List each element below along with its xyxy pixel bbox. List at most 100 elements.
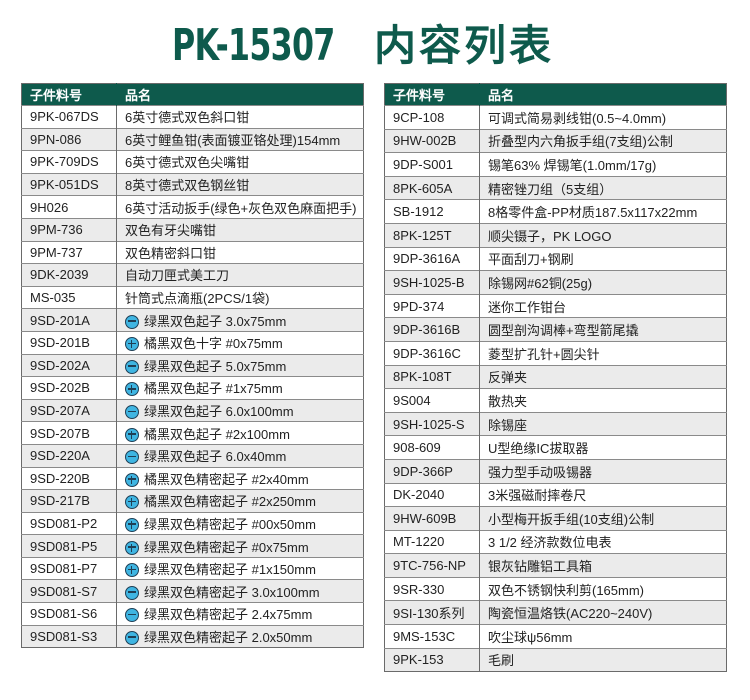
item-name-cell: 自动刀匣式美工刀 [116, 263, 364, 287]
item-name-cell: 双色不锈钢快利剪(165mm) [479, 576, 727, 601]
phillips-plus-icon [125, 563, 139, 578]
part-number-cell: 9DK-2039 [21, 263, 117, 287]
item-name: 8英寸德式双色钢丝钳 [125, 178, 250, 194]
table-row: 9SD081-S7 绿黑双色精密起子 3.0x100mm [21, 579, 364, 603]
part-number-cell: MS-035 [21, 285, 117, 309]
part-number-cell: 9PK-067DS [21, 105, 117, 129]
item-name: 银灰钻雕铝工具箱 [488, 559, 593, 575]
table-row: 9PD-374 迷你工作钳台 [384, 293, 727, 318]
part-number-cell: 9HW-609B [384, 506, 480, 531]
item-name: 双色不锈钢快利剪(165mm) [488, 582, 645, 598]
part-number-cell: 9SI-130系列 [384, 600, 480, 625]
item-name: 菱型扩孔针+圆尖针 [488, 346, 600, 362]
item-name-cell: 锡笔63% 焊锡笔(1.0mm/17g) [479, 152, 727, 177]
table-row: MT-1220 3 1/2 经济款数位电表 [384, 529, 727, 554]
item-name-cell: 绿黑双色精密起子 3.0x100mm [116, 579, 364, 603]
item-name-cell: 绿黑双色精密起子 2.4x75mm [116, 602, 364, 626]
item-name-cell: 双色有牙尖嘴钳 [116, 217, 364, 242]
item-name-cell: 平面刮刀+钢刷 [479, 246, 727, 271]
item-name-cell: 银灰钻雕铝工具箱 [479, 553, 727, 578]
item-name-cell: 反弹夹 [479, 364, 727, 389]
item-name: 强力型手动吸锡器 [488, 464, 593, 480]
table-row: 9SH-1025-B 除锡网#62铜(25g) [384, 270, 727, 295]
table-row: 9DK-2039 自动刀匣式美工刀 [21, 263, 364, 287]
table-row: 9DP-S001 锡笔63% 焊锡笔(1.0mm/17g) [384, 152, 727, 177]
item-name-cell: 小型梅开扳手组(10支组)公制 [479, 506, 727, 531]
item-name-cell: 绿黑双色精密起子 #1x150mm [116, 556, 364, 580]
part-number-cell: 9SD081-S3 [21, 624, 117, 648]
table-row: 9SD-207A 绿黑双色起子 6.0x100mm [21, 398, 364, 422]
item-name: 除锡座 [488, 417, 528, 433]
table-row: 9PM-736 双色有牙尖嘴钳 [21, 217, 364, 242]
table-row: 8PK-125T 顺尖镊子，PK LOGO [384, 222, 727, 248]
item-name-cell: 6英寸鲤鱼钳(表面镀亚铬处理)154mm [116, 127, 364, 151]
item-name-cell: 橘黑双色精密起子 #2x250mm [116, 489, 364, 513]
table-row: 9H026 6英寸活动扳手(绿色+灰色双色麻面把手) [21, 195, 364, 219]
table-row: 9SD-202A 绿黑双色起子 5.0x75mm [21, 353, 364, 377]
table-row: 9SD081-S3 绿黑双色精密起子 2.0x50mm [21, 624, 364, 648]
item-name: 折叠型内六角扳手组(7支组)公制 [488, 134, 673, 150]
table-row: 9SD081-P5 绿黑双色精密起子 #0x75mm [21, 534, 364, 558]
part-number-cell: 9SD-202A [21, 353, 117, 377]
item-name-cell: 8英寸德式双色钢丝钳 [116, 172, 364, 196]
part-number-cell: 9H026 [21, 195, 117, 219]
item-name: 6英寸鲤鱼钳(表面镀亚铬处理)154mm [125, 132, 341, 148]
part-number-cell: 9SD-207B [21, 421, 117, 445]
table-row: 9SR-330 双色不锈钢快利剪(165mm) [384, 576, 727, 601]
phillips-plus-icon [125, 427, 139, 442]
table-row: 9S004 散热夹 [384, 388, 727, 413]
part-number-cell: DK-2040 [384, 482, 480, 507]
item-name-cell: 6英寸德式双色斜口钳 [116, 105, 364, 129]
table-row: 9PK-709DS 6英寸德式双色尖嘴钳 [21, 150, 364, 174]
item-name: 绿黑双色精密起子 #1x150mm [144, 562, 316, 578]
item-name: 双色精密斜口钳 [125, 245, 217, 261]
item-name: 锡笔63% 焊锡笔(1.0mm/17g) [488, 157, 657, 173]
item-name-cell: 散热夹 [479, 388, 727, 413]
item-name: 6英寸德式双色斜口钳 [125, 110, 250, 126]
table-row: 9SD081-P2 绿黑双色精密起子 #00x50mm [21, 511, 364, 535]
part-number-cell: 9SD-202B [21, 376, 117, 400]
phillips-plus-icon [125, 517, 139, 532]
table-row: 9HW-002B 折叠型内六角扳手组(7支组)公制 [384, 128, 727, 153]
item-name: 橘黑双色精密起子 #2x250mm [144, 494, 316, 510]
title-model-code: PK-15307 [172, 20, 335, 71]
part-number-cell: 9PD-374 [384, 293, 480, 318]
item-name-cell: 双色精密斜口钳 [116, 240, 364, 264]
item-name: 毛刷 [488, 653, 515, 669]
item-name-cell: 吹尘球ψ56mm [479, 624, 727, 649]
item-name-cell: 除锡座 [479, 411, 727, 436]
item-name-cell: 迷你工作钳台 [479, 293, 727, 318]
item-name: 绿黑双色精密起子 2.0x50mm [144, 629, 313, 645]
part-number-cell: 9DP-3616B [384, 317, 480, 342]
table-row: 9SD-207B 橘黑双色起子 #2x100mm [21, 421, 364, 445]
part-number-cell: 8PK-108T [384, 364, 480, 389]
item-name: 圆型剖沟调棒+弯型箭尾撬 [488, 323, 639, 339]
title-text: 内容列表 [374, 21, 555, 70]
slotted-minus-icon [125, 630, 139, 645]
contents-table-left: 子件料号 品名 9PK-067DS 6英寸德式双色斜口钳 9PN-086 6英寸鲤鱼钳… [21, 83, 364, 649]
item-name: 迷你工作钳台 [488, 299, 567, 315]
part-number-cell: 9SD-220B [21, 466, 117, 490]
part-number-cell: 9DP-S001 [384, 152, 480, 177]
item-name: 散热夹 [488, 393, 528, 409]
part-number-cell: 9PN-086 [21, 127, 117, 151]
item-name-cell: 绿黑双色精密起子 #0x75mm [116, 534, 364, 558]
item-name: 可调式简易剥线钳(0.5~4.0mm) [488, 110, 667, 126]
item-name-cell: 绿黑双色精密起子 2.0x50mm [116, 624, 364, 648]
item-name: 小型梅开扳手组(10支组)公制 [488, 511, 655, 527]
item-name-cell: 6英寸活动扳手(绿色+灰色双色麻面把手) [116, 195, 364, 219]
table-row: 9PK-051DS 8英寸德式双色钢丝钳 [21, 172, 364, 196]
table-row: MS-035 针筒式点滴瓶(2PCS/1袋) [21, 285, 364, 309]
item-name: 橘黑双色精密起子 #2x40mm [144, 471, 309, 487]
table-row: 9SD-217B 橘黑双色精密起子 #2x250mm [21, 489, 364, 513]
table-row: 9DP-3616B 圆型剖沟调棒+弯型箭尾撬 [384, 317, 727, 342]
part-number-cell: 9SH-1025-S [384, 411, 480, 436]
item-name-cell: 菱型扩孔针+圆尖针 [479, 340, 727, 366]
item-name-cell: 除锡网#62铜(25g) [479, 270, 727, 295]
part-number-cell: 9HW-002B [384, 128, 480, 153]
contents-table-right: 子件料号 品名 9CP-108 可调式简易剥线钳(0.5~4.0mm) 9HW-00… [384, 83, 727, 673]
part-number-cell: 9PM-737 [21, 240, 117, 264]
part-number-cell: 9SD-207A [21, 398, 117, 422]
item-name: 绿黑双色精密起子 3.0x100mm [144, 584, 320, 600]
table-row: 8PK-605A 精密锉刀组（5支组） [384, 175, 727, 200]
